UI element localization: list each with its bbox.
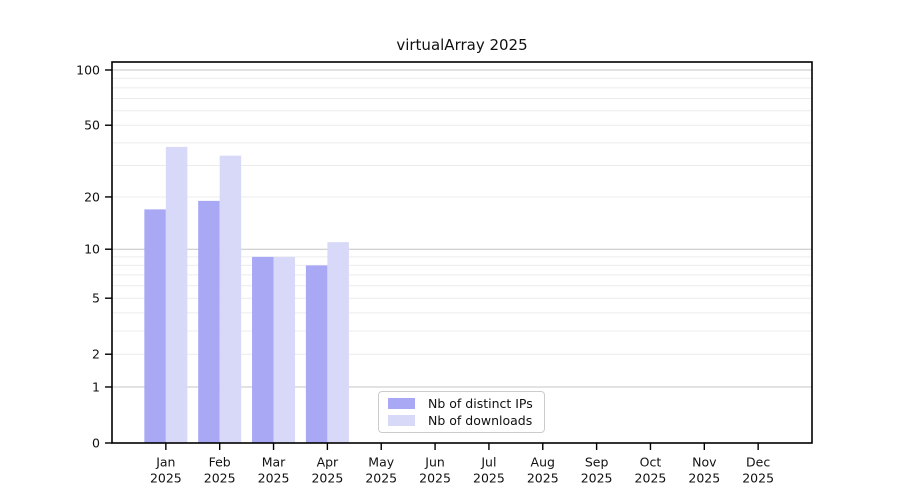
x-axis-tick-label-month: Dec — [746, 455, 770, 470]
y-axis-tick-label: 100 — [76, 63, 100, 78]
legend-label-downloads: Nb of downloads — [428, 412, 533, 428]
x-axis-tick-label-year: 2025 — [688, 471, 720, 486]
y-axis-tick-label: 10 — [84, 242, 100, 257]
x-axis-tick-label-year: 2025 — [311, 471, 343, 486]
x-axis-tick-label-year: 2025 — [150, 471, 182, 486]
y-axis-tick-label: 2 — [92, 347, 100, 362]
x-axis-tick-label-month: Sep — [585, 455, 609, 470]
x-axis-tick-label-month: Nov — [692, 455, 717, 470]
legend-item-distinct-ips: Nb of distinct IPs — [388, 396, 535, 411]
x-axis-tick-label-year: 2025 — [419, 471, 451, 486]
x-axis-tick-label-year: 2025 — [742, 471, 774, 486]
y-axis-tick-label: 50 — [84, 118, 100, 133]
x-axis-tick-label-year: 2025 — [204, 471, 236, 486]
bar-downloads-feb — [219, 155, 242, 444]
x-axis-tick-label-year: 2025 — [527, 471, 559, 486]
legend-swatch-downloads — [388, 414, 415, 426]
x-axis-tick-label-year: 2025 — [258, 471, 290, 486]
x-axis-tick-label-year: 2025 — [365, 471, 397, 486]
chart-title: virtualArray 2025 — [396, 36, 528, 54]
bar-distinct-ips-apr — [305, 265, 328, 443]
x-axis-tick-label-year: 2025 — [581, 471, 613, 486]
bar-downloads-mar — [273, 256, 296, 443]
legend-swatch-distinct-ips — [388, 398, 415, 410]
x-axis-tick-label-month: Aug — [531, 455, 555, 470]
legend-item-downloads: Nb of downloads — [388, 413, 535, 428]
y-axis-tick-label: 0 — [92, 436, 100, 451]
x-axis-tick-label-month: Jul — [480, 455, 496, 470]
bar-downloads-jan — [165, 146, 188, 443]
bar-downloads-apr — [327, 242, 349, 443]
x-axis-tick-label-year: 2025 — [473, 471, 505, 486]
x-axis-tick-label-month: Apr — [317, 455, 339, 470]
x-axis-tick-label-month: Jan — [155, 455, 175, 470]
x-axis-tick-label-month: May — [368, 455, 394, 470]
y-axis-tick-label: 5 — [92, 291, 100, 306]
y-axis-tick-label: 1 — [92, 379, 100, 394]
bar-distinct-ips-jan — [144, 209, 166, 443]
x-axis-tick-label-year: 2025 — [635, 471, 667, 486]
x-axis-tick-label-month: Oct — [640, 455, 662, 470]
bar-distinct-ips-feb — [198, 200, 220, 443]
legend: Nb of distinct IPs Nb of downloads — [378, 391, 545, 433]
plot-border — [111, 61, 813, 444]
bar-distinct-ips-mar — [252, 256, 274, 443]
y-axis-tick-label: 20 — [84, 189, 100, 204]
x-axis-tick-label-month: Jun — [424, 455, 445, 470]
x-axis-tick-label-month: Mar — [262, 455, 286, 470]
legend-label-distinct-ips: Nb of distinct IPs — [428, 396, 533, 412]
x-axis-tick-label-month: Feb — [209, 455, 231, 470]
